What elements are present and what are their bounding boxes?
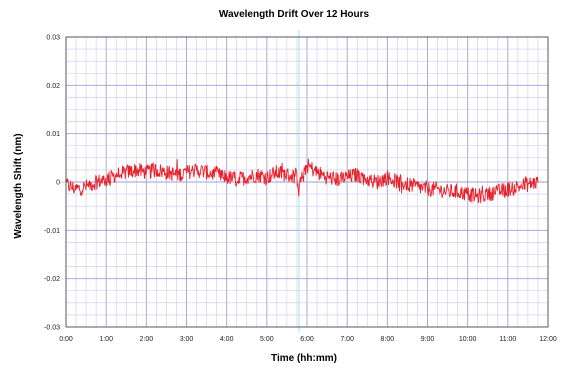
x-tick-label: 11:00 (499, 336, 516, 343)
x-tick-label: 3:00 (180, 336, 194, 343)
y-tick-label: -0.02 (44, 276, 60, 283)
y-tick-label: 0.02 (46, 83, 60, 90)
series (65, 158, 539, 204)
plot-border (65, 36, 549, 328)
chart-title: Wavelength Drift Over 12 Hours (219, 9, 370, 20)
x-axis-label: Time (hh:mm) (271, 353, 337, 364)
y-axis-label: Wavelength Shift (nm) (13, 133, 24, 238)
y-tick-label: -0.01 (44, 228, 60, 235)
y-tick-label: 0.03 (46, 35, 60, 42)
x-tick-label: 1:00 (99, 336, 113, 343)
x-tick-label: 2:00 (140, 336, 154, 343)
x-tick-label: 9:00 (421, 336, 435, 343)
x-tick-label: 10:00 (459, 336, 477, 343)
grid (65, 36, 549, 328)
y-tick-label: 0 (56, 180, 60, 187)
x-tick-label: 8:00 (381, 336, 395, 343)
x-ticks: 0:00 1:00 2:00 3:00 4:00 5:00 6:00 7:00 8:00 9:00… (59, 336, 557, 343)
x-tick-label: 6:00 (300, 336, 314, 343)
x-tick-label: 12:00 (539, 336, 557, 343)
x-tick-label: 0:00 (59, 336, 73, 343)
series-line (65, 158, 539, 204)
x-tick-label: 4:00 (220, 336, 234, 343)
y-tick-label: 0.01 (46, 131, 60, 138)
x-tick-label: 5:00 (260, 336, 274, 343)
x-tick-label: 7:00 (340, 336, 354, 343)
y-ticks: -0.03 -0.02 -0.01 0 0.01 0.02 0.03 (44, 35, 60, 332)
y-tick-label: -0.03 (44, 325, 60, 332)
